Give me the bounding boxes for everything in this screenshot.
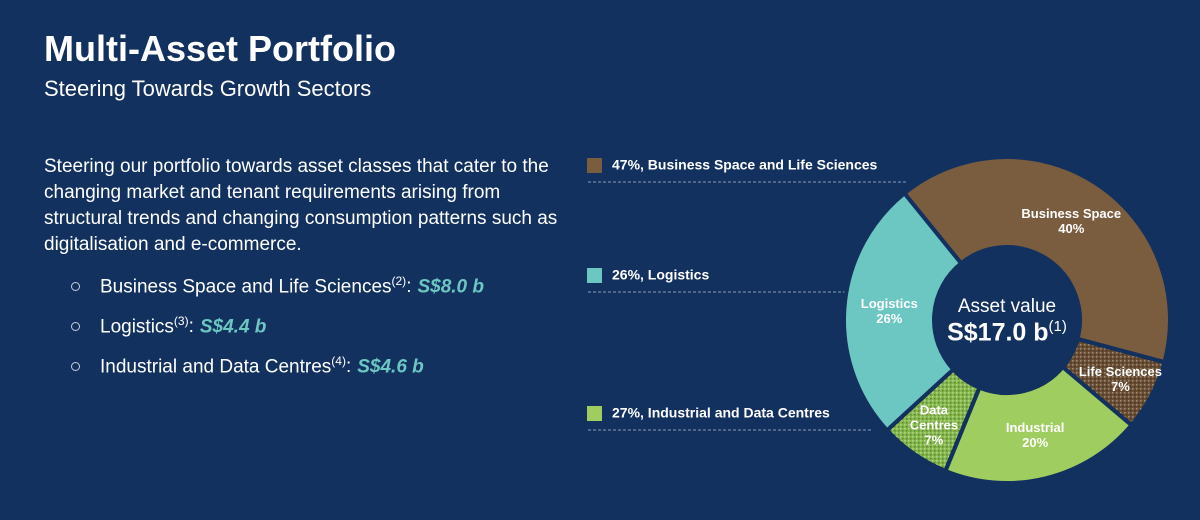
segment-value: 7% [1111, 379, 1130, 395]
segment-category: Logistics [860, 296, 918, 312]
segment-label: Industrial 20% [980, 420, 1090, 450]
legend-label: 27%, Industrial and Data Centres [612, 405, 830, 421]
segment-value: 40% [1058, 221, 1085, 237]
segment-category: Business Space [1021, 206, 1122, 222]
center-note: (1) [1048, 318, 1067, 335]
bullet: Logistics(3): S$4.4 b [70, 314, 267, 338]
bullet: Business Space and Life Sciences(2): S$8.… [70, 274, 485, 298]
bullet-amount: S$8.0 b [417, 276, 485, 298]
bullet-text: Logistics [100, 316, 174, 338]
segment-category: Data Centres [909, 402, 959, 433]
bullet-text: Business Space and Life Sciences [100, 276, 392, 298]
segment-value: 7% [924, 432, 944, 448]
legend-label: 26%, Logistics [612, 267, 709, 283]
bullet-sep: : [406, 276, 412, 298]
center-label: Asset value [957, 296, 1057, 317]
bullet-note: (3) [173, 314, 189, 328]
segment-category: Life Sciences [1078, 364, 1162, 380]
center-amount: S$17.0 b [947, 318, 1049, 347]
legend-label: 47%, Business Space and Life Sciences [612, 157, 878, 173]
subtitle: Steering Towards Growth Sectors [44, 76, 372, 101]
bullet-amount: S$4.4 b [199, 316, 267, 338]
center-value: S$17.0 b(1) [947, 318, 1067, 347]
bullet-text: Industrial and Data Centres [100, 356, 332, 378]
segment-label: Data Centres 7% [908, 403, 960, 448]
legend-swatch [587, 158, 602, 173]
segment-label: Logistics 26% [834, 296, 944, 326]
donut-segment [942, 364, 1135, 485]
donut-segment [901, 155, 1173, 365]
segment-label: Life Sciences 7% [1065, 364, 1175, 394]
bullet-sep: : [345, 356, 352, 378]
segment-value: 26% [876, 311, 903, 327]
bullet-note: (2) [391, 274, 407, 288]
bullet-amount: S$4.6 b [357, 356, 424, 378]
bullet: Industrial and Data Centres(4): S$4.6 b [71, 354, 424, 378]
title: Multi-Asset Portfolio [44, 28, 396, 69]
bullet-note: (4) [331, 354, 346, 368]
legend-swatch [587, 268, 602, 283]
segment-label: Business Space 40% [1016, 206, 1126, 236]
segment-category: Industrial [1005, 419, 1065, 435]
bullet-sep: : [188, 316, 194, 338]
segment-value: 20% [1022, 434, 1049, 450]
legend-swatch [587, 406, 602, 421]
paragraph: Steering our portfolio towards asset cla… [44, 156, 558, 255]
donut-segment [842, 190, 964, 434]
